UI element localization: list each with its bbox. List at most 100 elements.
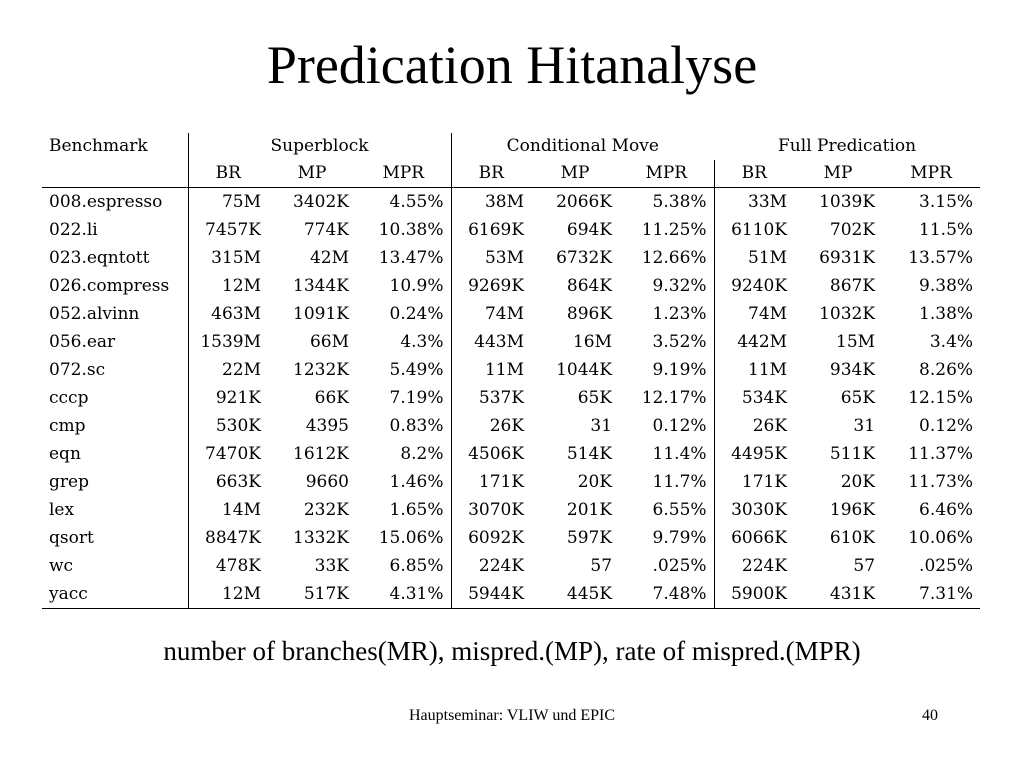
table-row: cccp 921K 66K 7.19% 537K 65K 12.17% 534K 65K 12.1… [42, 384, 980, 412]
mpr-value-cell: 9.79% [619, 524, 715, 552]
mp-value-cell: 65K [840, 388, 876, 408]
mp-value-cell: 896K [566, 304, 613, 324]
mp-value-cell: 1032K [819, 304, 876, 324]
br-value-cell: 6092K [468, 528, 525, 548]
mp-value-cell: 1344K [293, 276, 349, 296]
mp-value-cell: 65K [577, 388, 613, 408]
mp-value-cell: 511K [829, 444, 876, 464]
br-value-cell: 6066K [731, 528, 788, 548]
slide-title: Predication Hitanalyse [266, 35, 758, 95]
mp-value-cell: 66K [314, 388, 349, 408]
mp-value-cell: 2066K [556, 192, 613, 212]
mp-value-cell: 702K [829, 220, 876, 240]
mpr-value-cell: 4.55% [356, 187, 452, 216]
mp-value-cell: 31 [590, 416, 613, 436]
br-value-cell: 537K [478, 388, 525, 408]
br-value-cell: 463M [211, 304, 261, 324]
mpr-value-cell: 1.46% [356, 468, 452, 496]
br-value-cell: 4506K [468, 444, 525, 464]
table-body: 008.espresso 75M 3402K 4.55% 38M 2066K 5.38% 33… [42, 187, 981, 609]
group-header-full-predication: Full Predication [778, 136, 917, 156]
mpr-value-cell: 8.26% [919, 360, 974, 380]
mp-value-cell: 1091K [293, 304, 349, 324]
mp-value-cell: 232K [303, 500, 349, 520]
mp-value-cell: 864K [566, 276, 613, 296]
mpr-value-cell: 4.3% [356, 328, 452, 356]
br-value-cell: 921K [215, 388, 261, 408]
table-row: 023.eqntott 315M 42M 13.47% 53M 6732K 12.66% 51… [42, 244, 980, 272]
mp-value-cell: 1332K [293, 528, 349, 548]
mpr-value-cell: 9.32% [619, 272, 715, 300]
mpr-value-cell: 7.19% [356, 384, 452, 412]
mp-value-cell: 517K [268, 580, 356, 609]
mpr-value-cell: 9.38% [919, 276, 974, 296]
mpr-value-cell: 15.06% [356, 524, 452, 552]
mp-value-cell: 597K [566, 528, 613, 548]
br-value-cell: 26K [489, 416, 525, 436]
sub-header-empty [42, 160, 189, 188]
mpr-value-cell: 11.73% [908, 472, 974, 492]
sub-header-br: BR [188, 160, 268, 188]
br-value-cell: 3070K [468, 500, 525, 520]
mpr-value-cell: 1.38% [919, 304, 974, 324]
mp-value-cell: 1039K [819, 192, 876, 212]
br-value-cell: 478K [215, 556, 261, 576]
mp-value-cell: 6732K [556, 248, 613, 268]
mpr-value-cell: 1.65% [356, 496, 452, 524]
mpr-value-cell: .025% [619, 552, 715, 580]
group-header-row: Benchmark Superblock Conditional Move Fu… [42, 133, 980, 160]
mp-value-cell: 201K [566, 500, 613, 520]
mpr-value-cell: 7.31% [882, 580, 981, 609]
mpr-value-cell: 0.83% [356, 412, 452, 440]
br-value-cell: 4495K [731, 444, 788, 464]
benchmark-name-cell: cccp [42, 384, 189, 412]
table-row: 026.compress 12M 1344K 10.9% 9269K 864K 9.32% 9… [42, 272, 980, 300]
table-row: lex 14M 232K 1.65% 3070K 201K 6.55% 3030K 196K 6.… [42, 496, 980, 524]
br-value-cell: 7470K [205, 444, 261, 464]
benchmark-name-cell: 056.ear [42, 328, 189, 356]
br-value-cell: 75M [221, 192, 261, 212]
sub-header-mp: MP [794, 160, 883, 188]
mpr-value-cell: 3.15% [919, 192, 974, 212]
mp-value-cell: 6931K [819, 248, 876, 268]
br-value-cell: 22M [221, 360, 261, 380]
benchmark-name-cell: lex [42, 496, 189, 524]
br-value-cell: 6169K [468, 220, 525, 240]
br-value-cell: 224K [478, 556, 525, 576]
mp-value-cell: 867K [829, 276, 876, 296]
mpr-value-cell: 12.15% [908, 388, 974, 408]
benchmark-header: Benchmark [42, 133, 189, 160]
sub-header-mp: MP [268, 160, 356, 188]
table-row: cmp 530K 4395 0.83% 26K 31 0.12% 26K 31 0.12% [42, 412, 980, 440]
mp-value-cell: 3402K [293, 192, 349, 212]
benchmark-table-container: Benchmark Superblock Conditional Move Fu… [42, 133, 981, 609]
sub-header-br: BR [714, 160, 795, 188]
table-row: 072.sc 22M 1232K 5.49% 11M 1044K 9.19% 11M 934K 8… [42, 356, 980, 384]
br-value-cell: 26K [752, 416, 788, 436]
mpr-value-cell: .025% [919, 556, 974, 576]
mp-value-cell: 610K [829, 528, 876, 548]
br-value-cell: 8847K [205, 528, 261, 548]
mp-value-cell: 431K [794, 580, 883, 609]
br-value-cell: 11M [748, 360, 788, 380]
mpr-value-cell: 1.23% [619, 300, 715, 328]
br-value-cell: 74M [484, 304, 525, 324]
mpr-value-cell: 5.49% [356, 356, 452, 384]
sub-header-br: BR [451, 160, 532, 188]
br-value-cell: 9269K [468, 276, 525, 296]
benchmark-name-cell: grep [42, 468, 189, 496]
br-value-cell: 171K [741, 472, 788, 492]
table-row: qsort 8847K 1332K 15.06% 6092K 597K 9.79% 6066K… [42, 524, 980, 552]
br-value-cell: 663K [215, 472, 261, 492]
mp-value-cell: 20K [577, 472, 613, 492]
benchmark-name-cell: 008.espresso [42, 187, 189, 216]
sub-header-mpr: MPR [882, 160, 981, 188]
benchmark-name-cell: 026.compress [42, 272, 189, 300]
mp-value-cell: 57 [853, 556, 876, 576]
benchmark-name-cell: qsort [42, 524, 189, 552]
mpr-value-cell: 3.4% [929, 332, 974, 352]
mpr-value-cell: 11.7% [619, 468, 715, 496]
mpr-value-cell: 8.2% [356, 440, 452, 468]
table-row: 008.espresso 75M 3402K 4.55% 38M 2066K 5.38% 33… [42, 187, 980, 216]
br-value-cell: 5944K [451, 580, 532, 609]
